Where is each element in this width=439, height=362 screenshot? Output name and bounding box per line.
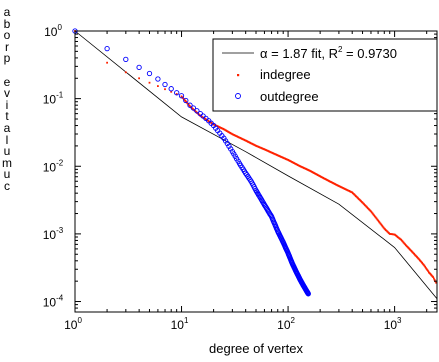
outdegree-point bbox=[224, 140, 230, 147]
legend-indegree-swatch bbox=[237, 74, 240, 77]
indegree-point bbox=[426, 269, 429, 271]
indegree-point bbox=[378, 221, 381, 224]
indegree-point bbox=[422, 263, 425, 266]
outdegree-point bbox=[136, 64, 142, 71]
indegree-point bbox=[373, 214, 375, 217]
outdegree-point bbox=[162, 81, 168, 88]
y-axis-label-char: e bbox=[3, 74, 11, 89]
outdegree-point bbox=[228, 146, 234, 152]
y-axis-label-char: l bbox=[5, 132, 9, 147]
indegree-point bbox=[374, 215, 376, 218]
indegree-point bbox=[376, 218, 379, 221]
outdegree-point bbox=[226, 143, 232, 149]
indegree-point bbox=[378, 220, 380, 223]
indegree-point bbox=[370, 210, 372, 213]
x-axis-label: degree of vertex bbox=[209, 341, 303, 356]
outdegree-point bbox=[174, 90, 180, 96]
indegree-point bbox=[432, 276, 434, 278]
indegree-point bbox=[433, 279, 436, 281]
x-tick-label: 100 bbox=[64, 316, 82, 332]
indegree-point bbox=[424, 266, 427, 269]
y-axis-label-char: t bbox=[5, 109, 9, 124]
indegree-point bbox=[382, 226, 385, 229]
legend-outdegree-swatch bbox=[235, 93, 241, 99]
outdegree-point bbox=[146, 70, 153, 77]
y-tick-label: 10-2 bbox=[43, 158, 64, 174]
indegree-point bbox=[106, 61, 108, 64]
indegree-point bbox=[370, 211, 373, 214]
outdegree-point bbox=[305, 291, 311, 297]
outdegree-point bbox=[187, 102, 193, 108]
indegree-point bbox=[371, 212, 374, 215]
indegree-point bbox=[175, 93, 178, 95]
y-axis-label-char: v bbox=[4, 86, 10, 101]
indegree-point bbox=[424, 265, 426, 268]
outdegree-point bbox=[168, 86, 174, 92]
outdegree-point bbox=[221, 135, 227, 141]
outdegree-point bbox=[194, 108, 200, 114]
series-layer bbox=[72, 28, 437, 297]
indegree-point bbox=[379, 222, 382, 225]
x-tick-label: 102 bbox=[277, 316, 295, 332]
indegree-point bbox=[374, 216, 377, 219]
y-tick-label: 100 bbox=[44, 23, 62, 39]
y-axis-label-char: r bbox=[5, 39, 9, 54]
indegree-point bbox=[433, 277, 435, 280]
y-axis-label-char: a bbox=[3, 120, 11, 135]
y-axis-label-char: b bbox=[3, 16, 11, 31]
y-axis-label-char: o bbox=[3, 28, 11, 43]
outdegree-point bbox=[123, 56, 129, 63]
y-tick-label: 10-1 bbox=[43, 91, 64, 107]
y-axis-label-char: u bbox=[3, 144, 11, 159]
outdegree-point bbox=[183, 97, 189, 104]
y-axis-label-char: i bbox=[5, 97, 9, 112]
y-axis-label-char: u bbox=[3, 167, 11, 182]
x-tick-label: 101 bbox=[171, 316, 189, 332]
fit-curve-layer bbox=[74, 30, 438, 299]
fit-curve bbox=[74, 30, 438, 299]
outdegree-point bbox=[104, 45, 110, 52]
legend-fit-label: α = 1.87 fit, R2 = 0.9730 bbox=[260, 45, 397, 61]
indegree-point bbox=[427, 270, 430, 273]
indegree-point bbox=[164, 88, 166, 91]
legend-outdegree-label: outdegree bbox=[260, 89, 319, 104]
legend-box bbox=[212, 38, 438, 112]
y-axis-label-char: m bbox=[2, 155, 12, 170]
indegree-point bbox=[157, 85, 159, 87]
y-axis-label-char: p bbox=[3, 51, 11, 66]
y-axis-label-char: c bbox=[4, 178, 10, 193]
legend-indegree-label: indegree bbox=[260, 67, 311, 82]
y-axis-label-char: a bbox=[3, 5, 11, 19]
y-tick-label: 10-4 bbox=[43, 294, 64, 310]
indegree-point bbox=[401, 240, 404, 243]
indegree-point bbox=[381, 224, 383, 227]
indegree-point bbox=[425, 268, 428, 270]
y-tick-label: 10-3 bbox=[43, 226, 64, 242]
outdegree-point bbox=[155, 76, 161, 82]
indegree-point bbox=[381, 225, 384, 228]
indegree-point bbox=[423, 264, 426, 267]
indegree-point bbox=[148, 81, 151, 84]
x-tick-label: 103 bbox=[384, 316, 402, 332]
indegree-point bbox=[377, 219, 379, 222]
indegree-point bbox=[380, 223, 383, 226]
outdegree-point bbox=[190, 105, 197, 111]
indegree-point bbox=[124, 71, 127, 74]
indegree-point bbox=[375, 217, 378, 220]
indegree-point bbox=[138, 77, 140, 80]
indegree-point bbox=[170, 90, 173, 93]
tick-layer: 100 101 102 103 100 10-1 10-2 10-3 10-4 bbox=[43, 23, 437, 332]
outdegree-point bbox=[178, 93, 185, 99]
indegree-point bbox=[404, 243, 406, 246]
legend: α = 1.87 fit, R2 = 0.9730 indegree outdegr… bbox=[212, 38, 438, 112]
indegree-point bbox=[372, 213, 375, 216]
indegree-point bbox=[435, 281, 437, 284]
